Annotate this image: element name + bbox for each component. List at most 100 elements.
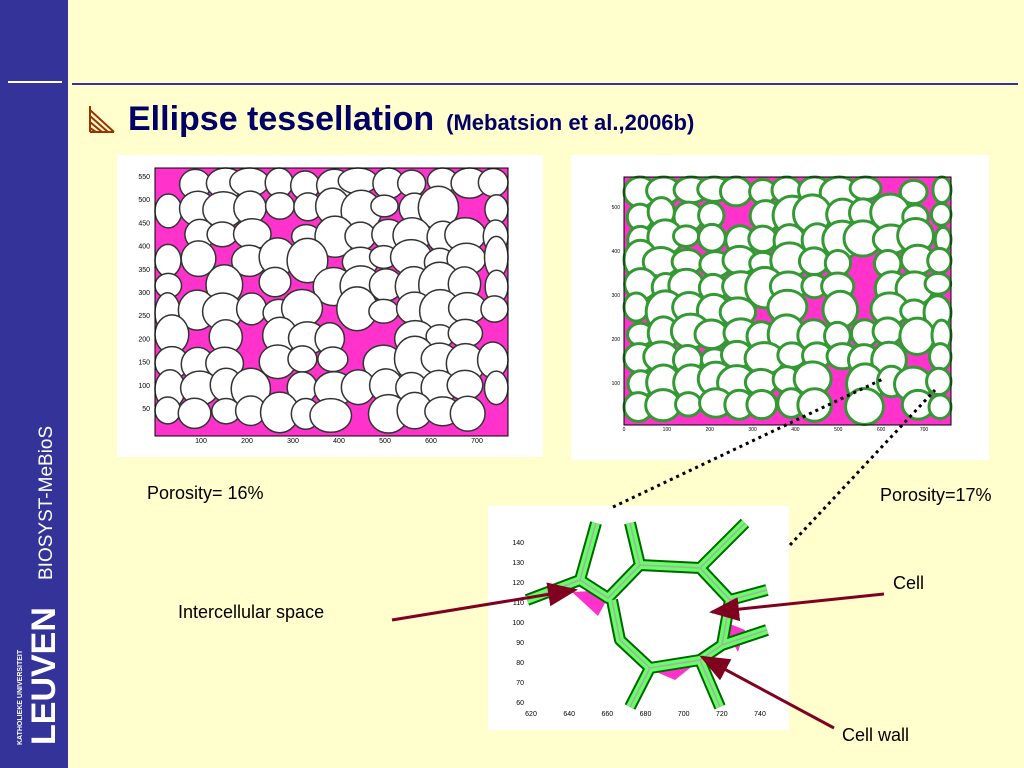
x-tick-label: 660 bbox=[601, 711, 613, 718]
title-icon bbox=[89, 106, 115, 133]
x-tick-label: 740 bbox=[754, 711, 766, 718]
x-tick-label: 640 bbox=[563, 711, 575, 718]
cell bbox=[317, 346, 349, 373]
cell bbox=[235, 292, 268, 326]
x-tick-label: 500 bbox=[379, 438, 391, 445]
citation: (Mebatsion et al.,2006b) bbox=[446, 110, 694, 135]
annotation: Cell wall bbox=[842, 725, 909, 745]
y-tick-label: 400 bbox=[612, 249, 621, 255]
cell bbox=[844, 387, 885, 427]
cell bbox=[848, 175, 883, 202]
x-tick-label: 600 bbox=[877, 427, 886, 433]
university-name: KATHOLIEKE UNIVERSITEIT bbox=[17, 649, 24, 745]
cell bbox=[154, 243, 182, 278]
cell bbox=[718, 175, 754, 208]
cell bbox=[871, 316, 904, 347]
plot-border bbox=[154, 167, 509, 437]
cell bbox=[344, 221, 377, 252]
university-logo: LEUVEN bbox=[25, 607, 63, 745]
sidebar-label: BIOSYST-MeBioS bbox=[36, 426, 57, 580]
y-tick-label: 100 bbox=[512, 620, 524, 627]
x-tick-label: 600 bbox=[425, 438, 437, 445]
caption: Porosity= 16% bbox=[147, 483, 264, 503]
cell bbox=[672, 224, 701, 248]
cell bbox=[264, 192, 295, 220]
y-tick-label: 80 bbox=[516, 660, 524, 667]
cell bbox=[154, 193, 183, 229]
y-tick-label: 60 bbox=[516, 700, 524, 707]
cell bbox=[926, 246, 953, 275]
y-tick-label: 300 bbox=[612, 293, 621, 299]
y-tick-label: 200 bbox=[138, 336, 150, 343]
x-tick-label: 680 bbox=[640, 711, 652, 718]
title: Ellipse tessellation (Mebatsion et al.,20… bbox=[128, 100, 694, 138]
cell bbox=[674, 391, 703, 418]
cell bbox=[927, 393, 953, 421]
sidebar bbox=[0, 0, 68, 768]
x-tick-label: 100 bbox=[195, 438, 207, 445]
tessellation-zoom bbox=[524, 518, 769, 710]
x-tick-label: 500 bbox=[834, 427, 843, 433]
cell bbox=[622, 291, 650, 323]
cell bbox=[696, 222, 727, 253]
x-tick-label: 620 bbox=[525, 711, 537, 718]
zoom-lines bbox=[612, 376, 937, 547]
x-tick-label: 300 bbox=[287, 438, 299, 445]
x-tick-label: 200 bbox=[706, 427, 715, 433]
cell bbox=[368, 298, 400, 324]
y-tick-label: 90 bbox=[516, 640, 524, 647]
y-tick-label: 550 bbox=[138, 174, 150, 181]
cell bbox=[898, 316, 936, 356]
x-tick-label: 700 bbox=[471, 438, 483, 445]
cell bbox=[931, 175, 953, 205]
cell bbox=[796, 387, 833, 423]
y-tick-label: 100 bbox=[138, 383, 150, 390]
x-tick-label: 200 bbox=[241, 438, 253, 445]
cell bbox=[929, 201, 953, 227]
plot-border bbox=[623, 176, 952, 426]
x-tick-label: 100 bbox=[663, 427, 672, 433]
cell bbox=[370, 194, 399, 218]
y-tick-label: 500 bbox=[138, 197, 150, 204]
tessellation bbox=[622, 175, 953, 427]
cell bbox=[923, 271, 953, 296]
cell bbox=[180, 240, 217, 278]
y-tick-label: 350 bbox=[138, 267, 150, 274]
x-tick-label: 400 bbox=[333, 438, 345, 445]
cell bbox=[287, 345, 318, 373]
caption: Porosity=17% bbox=[880, 485, 992, 505]
y-tick-label: 150 bbox=[138, 360, 150, 367]
y-tick-label: 450 bbox=[138, 220, 150, 227]
x-tick-label: 400 bbox=[791, 427, 800, 433]
cell bbox=[483, 370, 509, 406]
cell bbox=[154, 396, 182, 425]
x-tick-label: 0 bbox=[623, 427, 626, 433]
annotation: Intercellular space bbox=[178, 602, 324, 622]
cell bbox=[477, 167, 509, 198]
y-tick-label: 140 bbox=[512, 540, 524, 547]
cell bbox=[286, 237, 329, 284]
title-text: Ellipse tessellation bbox=[128, 100, 434, 138]
y-tick-label: 130 bbox=[512, 560, 524, 567]
arrows bbox=[391, 582, 885, 730]
cell bbox=[480, 295, 509, 323]
y-tick-label: 400 bbox=[138, 244, 150, 251]
cell bbox=[258, 266, 292, 298]
axis-ticks: 100 200 300 400 500 600 7005505004504003503002… bbox=[138, 174, 928, 718]
cell bbox=[745, 389, 779, 421]
y-tick-label: 110 bbox=[513, 600, 524, 607]
y-tick-label: 50 bbox=[142, 406, 150, 413]
cell bbox=[928, 342, 953, 372]
annotation: Cell bbox=[893, 573, 924, 593]
y-tick-label: 70 bbox=[516, 680, 524, 687]
y-tick-label: 200 bbox=[612, 337, 621, 343]
y-tick-label: 500 bbox=[612, 205, 621, 211]
x-tick-label: 300 bbox=[748, 427, 757, 433]
cell bbox=[925, 366, 953, 397]
y-tick-label: 250 bbox=[138, 313, 150, 320]
y-tick-label: 300 bbox=[138, 290, 150, 297]
y-tick-label: 100 bbox=[612, 381, 621, 387]
micrograph bbox=[154, 167, 509, 437]
